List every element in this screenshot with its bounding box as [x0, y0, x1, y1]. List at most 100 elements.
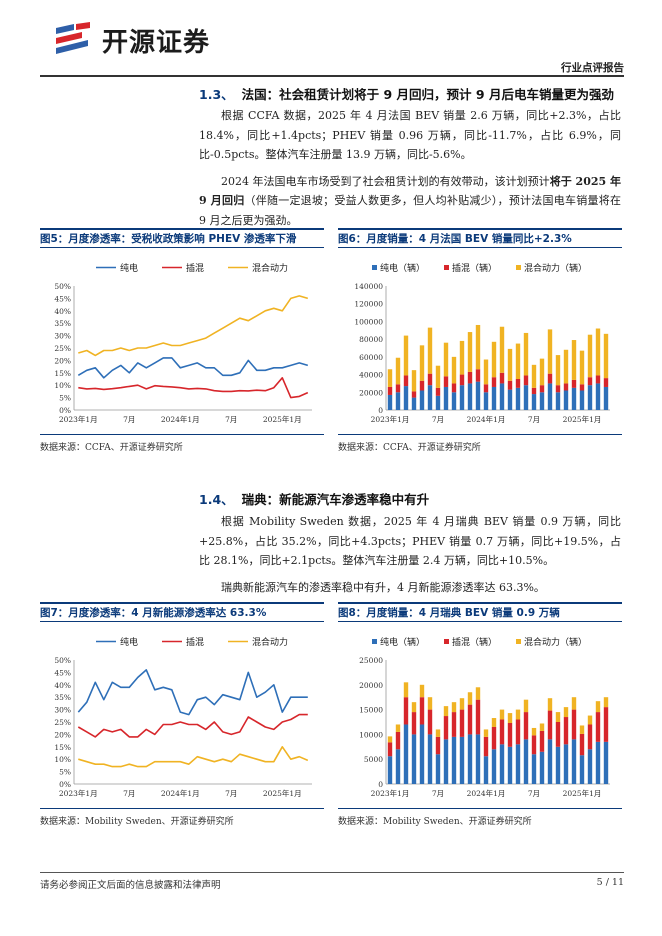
bar-segment [411, 391, 417, 398]
figure-5-title: 图5：月度渗透率：受税收政策影响 PHEV 渗透率下滑 [40, 233, 297, 245]
chart-plot [387, 682, 609, 784]
x-tick-label: 2024年1月 [161, 414, 200, 424]
chart-plot [77, 295, 309, 399]
bar-segment [395, 357, 401, 385]
y-tick-label: 40000 [359, 371, 383, 380]
figure-8-title: 图8：月度销量：4 月瑞典 BEV 销量 0.9 万辆 [338, 607, 560, 619]
chart-plot [77, 669, 309, 768]
section-body-france: 根据 CCFA 数据，2025 年 4 月法国 BEV 销量 2.6 万辆，同比… [199, 106, 621, 230]
bar-segment [427, 697, 433, 710]
bar-segment [515, 709, 521, 720]
bar-segment [419, 380, 425, 391]
figure-6-title: 图6：月度销量：4 月法国 BEV 销量同比+2.3% [338, 233, 572, 245]
bar-segment [459, 736, 465, 784]
bar-segment [579, 390, 585, 410]
y-tick-label: 10% [54, 755, 71, 764]
bar-segment [395, 724, 401, 732]
bar-segment [435, 754, 441, 784]
figure-8-source: 数据来源：Mobility Sweden、开源证券研究所 [338, 817, 532, 827]
bar-segment [603, 697, 609, 708]
bar-segment [499, 719, 505, 745]
y-tick-label: 5000 [364, 755, 383, 764]
bar-segment [555, 712, 561, 722]
bar-segment [555, 385, 561, 393]
bar-segment [483, 729, 489, 737]
y-tick-label: 0 [378, 780, 383, 789]
bar-segment [587, 334, 593, 378]
chart-axes: 0 20000 40000 60000 80000 100000 120000 140000 2… [354, 282, 610, 424]
y-tick-label: 20000 [359, 681, 383, 690]
y-tick-label: 0 [378, 406, 383, 415]
bar-segment [475, 381, 481, 410]
bar-segment [523, 375, 529, 386]
bar-segment [475, 734, 481, 784]
legend-swatch [516, 639, 521, 644]
bar-segment [531, 735, 537, 755]
legend-label: 插混 [186, 636, 204, 648]
legend-label: 混合动力（辆） [524, 262, 587, 274]
y-tick-label: 25% [54, 344, 71, 353]
bar-segment [563, 707, 569, 718]
bar-segment [419, 345, 425, 381]
bar-segment [491, 386, 497, 410]
bar-segment [579, 755, 585, 784]
bar-segment [595, 741, 601, 784]
bar-segment [515, 719, 521, 745]
bar-segment [395, 392, 401, 410]
bar-segment [475, 699, 481, 735]
bar-segment [411, 702, 417, 713]
bar-segment [571, 379, 577, 388]
y-tick-label: 20000 [359, 388, 383, 397]
series-line [78, 377, 309, 399]
y-tick-label: 50% [54, 656, 71, 665]
bar-segment [387, 394, 393, 410]
bar-segment [403, 724, 409, 784]
bar-segment [579, 733, 585, 756]
bar-segment [387, 756, 393, 784]
bar-segment [411, 734, 417, 784]
bar-segment [563, 349, 569, 384]
bar-segment [507, 746, 513, 784]
bar-segment [507, 348, 513, 381]
bar-segment [427, 734, 433, 784]
bar-segment [435, 736, 441, 755]
legend-label: 混合动力 [252, 636, 288, 648]
y-tick-label: 15% [54, 743, 71, 752]
bar-segment [451, 392, 457, 410]
bar-segment [499, 383, 505, 410]
footer-rule [40, 872, 624, 873]
figure-bottom-rule [40, 434, 324, 435]
paragraph: 根据 Mobility Sweden 数据，2025 年 4 月瑞典 BEV 销… [199, 515, 621, 567]
series-line [77, 357, 309, 379]
logo-mark-icon [56, 22, 90, 54]
y-tick-label: 0% [59, 780, 71, 789]
bar-segment [483, 736, 489, 757]
x-tick-label: 2025年1月 [263, 788, 302, 798]
bar-segment [459, 709, 465, 737]
y-tick-label: 40% [54, 307, 71, 316]
figure-top-rule [338, 228, 622, 230]
x-tick-label: 2024年1月 [161, 788, 200, 798]
bar-segment [531, 394, 537, 410]
legend-swatch [372, 265, 377, 270]
bar-segment [595, 383, 601, 410]
bar-segment [451, 702, 457, 713]
chart-legend: 纯电（辆） 插混（辆） 混合动力（辆） [372, 636, 587, 648]
bar-segment [403, 386, 409, 410]
x-tick-label: 7月 [432, 415, 444, 424]
bar-segment [451, 356, 457, 384]
bar-segment [467, 734, 473, 784]
bar-segment [411, 712, 417, 735]
figure-top-rule [40, 228, 324, 230]
figure-bottom-rule [338, 434, 622, 435]
series-line [77, 713, 308, 738]
bar-segment [491, 749, 497, 784]
bar-segment [387, 742, 393, 757]
section-heading: 瑞典：新能源汽车渗透率稳中有升 [241, 492, 430, 507]
paragraph: 根据 CCFA 数据，2025 年 4 月法国 BEV 销量 2.6 万辆，同比… [199, 109, 621, 161]
bar-segment [419, 697, 425, 725]
bar-segment [467, 383, 473, 410]
x-tick-label: 2023年1月 [59, 414, 98, 424]
bar-segment [539, 751, 545, 784]
y-tick-label: 100000 [354, 317, 383, 326]
